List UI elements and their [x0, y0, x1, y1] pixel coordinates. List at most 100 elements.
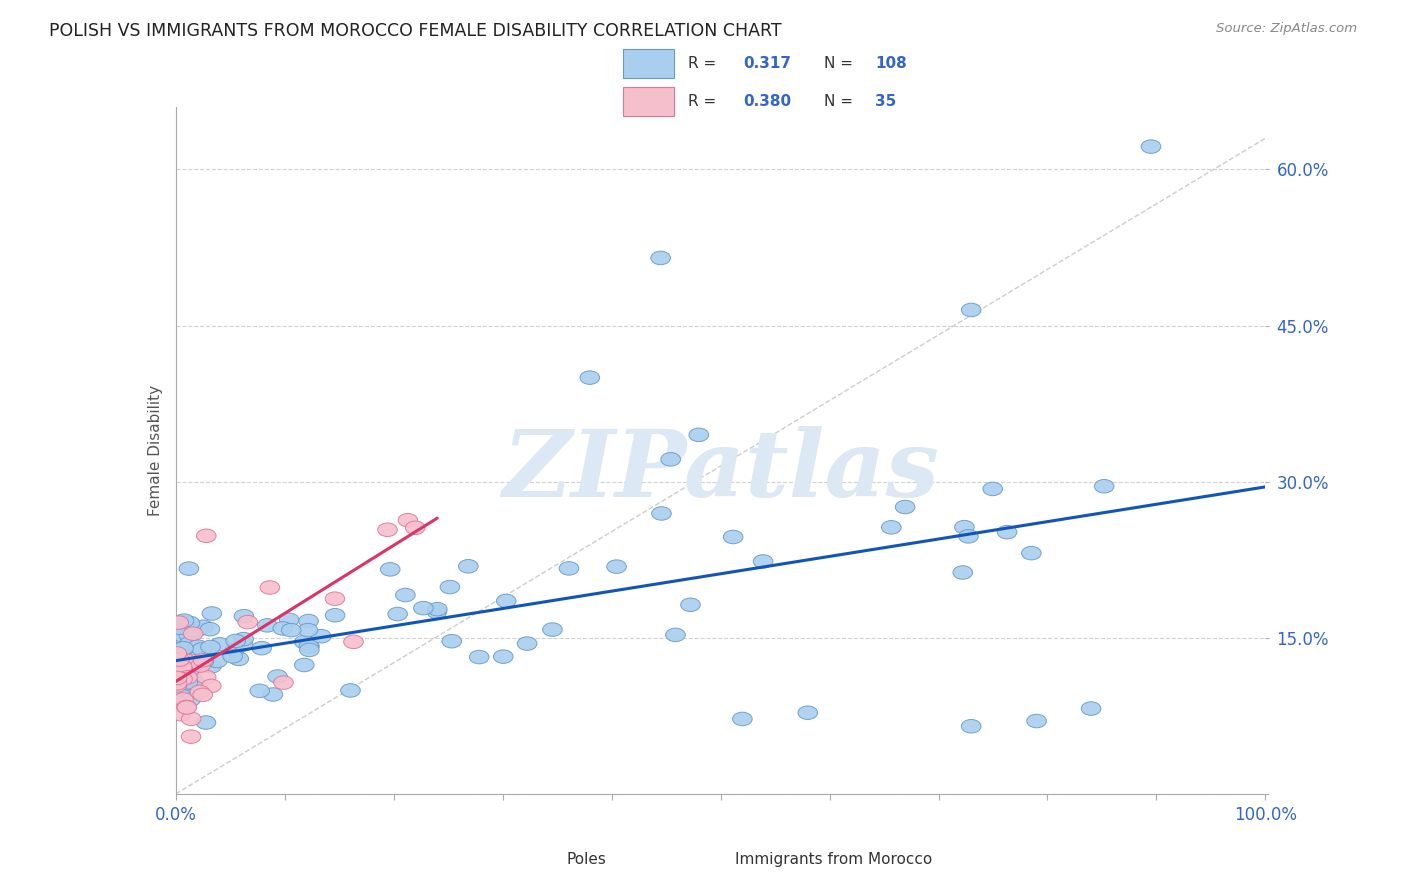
- Ellipse shape: [173, 673, 193, 686]
- Ellipse shape: [953, 566, 973, 579]
- Ellipse shape: [955, 520, 974, 534]
- Ellipse shape: [187, 623, 207, 636]
- Text: N =: N =: [824, 94, 858, 109]
- Ellipse shape: [177, 701, 197, 714]
- Ellipse shape: [169, 672, 188, 685]
- Ellipse shape: [325, 592, 344, 606]
- Text: POLISH VS IMMIGRANTS FROM MOROCCO FEMALE DISABILITY CORRELATION CHART: POLISH VS IMMIGRANTS FROM MOROCCO FEMALE…: [49, 22, 782, 40]
- Text: Source: ZipAtlas.com: Source: ZipAtlas.com: [1216, 22, 1357, 36]
- Ellipse shape: [191, 659, 209, 673]
- Ellipse shape: [299, 640, 319, 653]
- Ellipse shape: [405, 521, 425, 534]
- Ellipse shape: [896, 500, 915, 514]
- Ellipse shape: [167, 679, 187, 692]
- Ellipse shape: [665, 628, 685, 641]
- Ellipse shape: [167, 671, 187, 685]
- Text: Immigrants from Morocco: Immigrants from Morocco: [735, 853, 932, 867]
- Ellipse shape: [180, 636, 200, 650]
- Ellipse shape: [1094, 480, 1114, 493]
- Ellipse shape: [652, 507, 671, 520]
- Ellipse shape: [170, 653, 190, 666]
- Text: Poles: Poles: [567, 853, 606, 867]
- Ellipse shape: [169, 615, 188, 630]
- Text: 0.317: 0.317: [744, 55, 792, 70]
- Ellipse shape: [325, 608, 344, 622]
- Ellipse shape: [651, 252, 671, 265]
- Ellipse shape: [173, 629, 193, 642]
- Ellipse shape: [172, 642, 191, 656]
- Ellipse shape: [177, 671, 197, 684]
- Text: ZIPatlas: ZIPatlas: [502, 426, 939, 516]
- Ellipse shape: [174, 614, 194, 627]
- Ellipse shape: [298, 624, 318, 637]
- Ellipse shape: [427, 605, 447, 619]
- Ellipse shape: [174, 643, 193, 657]
- Ellipse shape: [177, 657, 197, 670]
- Ellipse shape: [180, 616, 200, 630]
- Ellipse shape: [167, 676, 187, 690]
- Ellipse shape: [294, 635, 314, 648]
- Y-axis label: Female Disability: Female Disability: [148, 384, 163, 516]
- Ellipse shape: [441, 634, 461, 648]
- Ellipse shape: [754, 555, 773, 568]
- Ellipse shape: [193, 654, 212, 667]
- Ellipse shape: [184, 676, 204, 690]
- Ellipse shape: [274, 676, 294, 690]
- Ellipse shape: [281, 624, 301, 637]
- Ellipse shape: [197, 529, 217, 542]
- Text: R =: R =: [689, 94, 721, 109]
- Ellipse shape: [381, 563, 401, 576]
- Ellipse shape: [267, 670, 287, 683]
- Ellipse shape: [188, 640, 208, 653]
- Ellipse shape: [167, 651, 187, 665]
- Ellipse shape: [260, 581, 280, 594]
- Ellipse shape: [298, 615, 318, 628]
- Ellipse shape: [517, 637, 537, 650]
- Ellipse shape: [263, 688, 283, 701]
- Ellipse shape: [581, 371, 599, 384]
- Ellipse shape: [176, 654, 195, 667]
- Ellipse shape: [229, 652, 249, 665]
- Ellipse shape: [257, 618, 277, 632]
- Ellipse shape: [224, 649, 242, 663]
- Ellipse shape: [225, 643, 245, 657]
- Ellipse shape: [179, 629, 198, 642]
- Ellipse shape: [340, 683, 360, 698]
- Ellipse shape: [174, 673, 194, 687]
- Ellipse shape: [179, 675, 198, 690]
- Ellipse shape: [733, 712, 752, 726]
- Ellipse shape: [181, 730, 201, 743]
- Ellipse shape: [173, 660, 193, 673]
- Ellipse shape: [723, 530, 742, 544]
- Ellipse shape: [470, 650, 489, 664]
- Ellipse shape: [201, 679, 221, 693]
- Ellipse shape: [167, 652, 187, 665]
- Ellipse shape: [1081, 702, 1101, 715]
- Ellipse shape: [395, 588, 415, 602]
- Ellipse shape: [299, 640, 319, 653]
- Ellipse shape: [194, 655, 214, 668]
- Ellipse shape: [494, 650, 513, 664]
- Ellipse shape: [959, 530, 979, 543]
- Ellipse shape: [983, 483, 1002, 496]
- Ellipse shape: [183, 660, 202, 673]
- Ellipse shape: [388, 607, 408, 621]
- Ellipse shape: [174, 687, 194, 701]
- Ellipse shape: [496, 594, 516, 607]
- Ellipse shape: [172, 707, 191, 721]
- Ellipse shape: [201, 659, 221, 673]
- Ellipse shape: [209, 638, 229, 651]
- Ellipse shape: [170, 676, 188, 690]
- Ellipse shape: [180, 676, 200, 690]
- Ellipse shape: [238, 615, 257, 629]
- Ellipse shape: [194, 620, 214, 633]
- Ellipse shape: [280, 613, 299, 626]
- Ellipse shape: [440, 581, 460, 594]
- Ellipse shape: [233, 609, 253, 623]
- Ellipse shape: [181, 712, 201, 725]
- Ellipse shape: [250, 684, 270, 698]
- Ellipse shape: [560, 562, 579, 575]
- Ellipse shape: [193, 688, 212, 702]
- Ellipse shape: [181, 693, 201, 706]
- Ellipse shape: [799, 706, 817, 720]
